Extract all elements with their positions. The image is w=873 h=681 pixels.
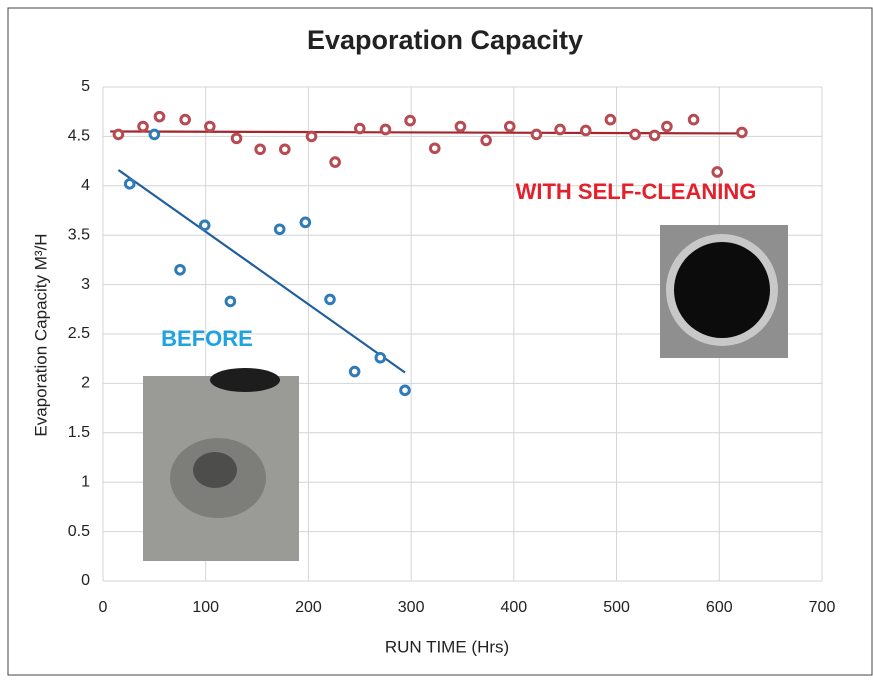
data-point (480, 134, 492, 147)
data-point (399, 384, 411, 397)
x-tick-label: 0 (99, 599, 108, 616)
annotation: BEFORE (161, 326, 253, 351)
trend-line (117, 169, 406, 374)
data-point (123, 178, 136, 190)
data-point (198, 219, 211, 232)
x-tick-label: 200 (295, 599, 322, 616)
y-tick-label: 2 (81, 375, 90, 392)
y-tick-label: 4 (81, 177, 90, 194)
data-point (348, 365, 361, 378)
x-tick-label: 500 (603, 599, 630, 616)
data-point (554, 123, 566, 136)
y-tick-label: 3.5 (68, 226, 90, 243)
data-point (230, 132, 243, 145)
data-point (299, 216, 312, 229)
data-point (736, 126, 748, 139)
photo-after (660, 225, 788, 358)
data-point (711, 166, 724, 178)
data-point (279, 143, 291, 156)
data-point (379, 123, 392, 136)
y-tick-label: 2.5 (68, 325, 90, 342)
data-point (179, 113, 191, 126)
y-tick-label: 0.5 (68, 523, 90, 540)
data-point (112, 128, 125, 141)
x-tick-label: 600 (706, 599, 733, 616)
y-tick-label: 4.5 (68, 128, 90, 145)
y-tick-label: 1.5 (68, 424, 90, 441)
y-tick-label: 1 (81, 473, 90, 490)
x-axis-label: RUN TIME (Hrs) (385, 637, 509, 656)
data-point (661, 120, 673, 133)
x-tick-label: 400 (501, 599, 528, 616)
data-point (353, 122, 366, 135)
data-point (305, 130, 318, 143)
y-tick-label: 3 (81, 276, 90, 293)
data-point (579, 124, 592, 137)
photo-detail (674, 242, 770, 338)
photo-before (143, 368, 299, 561)
data-point (254, 143, 266, 156)
y-tick-label: 0 (81, 572, 90, 589)
data-point (503, 120, 516, 133)
data-point (428, 142, 441, 155)
data-point (148, 128, 161, 141)
chart-title: Evaporation Capacity (307, 25, 583, 55)
y-tick-label: 5 (81, 78, 90, 95)
x-tick-label: 100 (192, 599, 219, 616)
x-tick-label: 700 (809, 599, 836, 616)
data-point (174, 263, 186, 276)
data-point (137, 120, 149, 133)
data-point (224, 295, 237, 308)
data-point (273, 223, 286, 236)
data-point (648, 129, 661, 142)
data-point (454, 120, 467, 133)
data-point (687, 113, 700, 126)
x-tick-label: 300 (398, 599, 425, 616)
data-point (604, 113, 617, 126)
data-point (629, 128, 641, 141)
y-axis-label: Evaporation Capacity M³/H (31, 233, 50, 436)
data-point (204, 120, 216, 133)
data-point (404, 114, 416, 127)
photo-detail (210, 368, 280, 392)
annotation: WITH SELF-CLEANING (516, 179, 757, 204)
data-point (329, 156, 341, 168)
plot-area (110, 110, 748, 397)
data-point (374, 351, 387, 364)
data-point (324, 293, 336, 306)
photo-detail (193, 452, 237, 488)
data-point (530, 128, 543, 141)
data-point (153, 110, 166, 123)
